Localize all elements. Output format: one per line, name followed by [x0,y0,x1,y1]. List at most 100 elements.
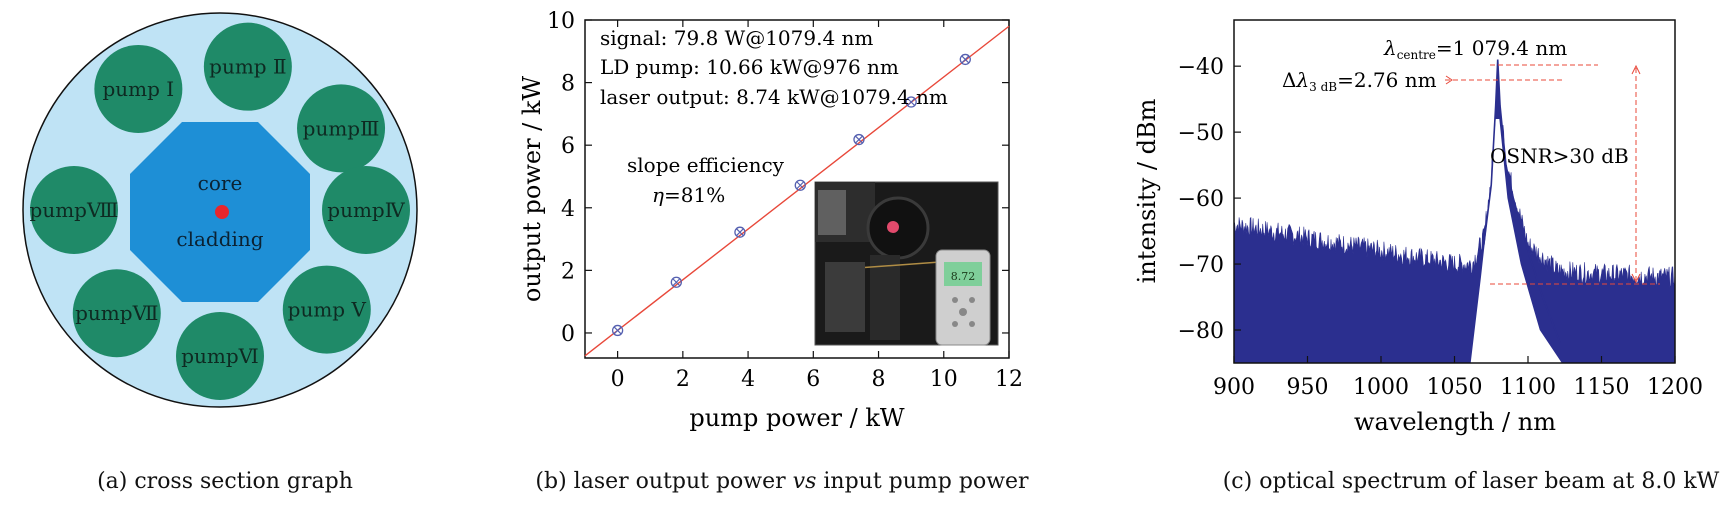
axis-ticks-b: 0 2 4 6 8 10 12 0 2 4 6 8 10 [547,9,1023,392]
x-tick-label: 12 [995,367,1023,392]
osnr-annotation: OSNR>30 dB [1490,144,1629,168]
fit-line [584,25,1010,357]
x-tick-label: 6 [806,367,820,392]
x-tick-label: 1150 [1574,375,1630,400]
spectrum-trace [1234,62,1675,363]
data-point [611,324,624,337]
pump-circle [297,84,386,173]
pump-circle [322,166,410,254]
caption-c: (c) optical spectrum of laser beam at 8.… [1223,469,1720,494]
x-tick-label: 900 [1213,375,1255,400]
pump-vi: pumpⅥ [176,312,264,400]
x-tick-label: 1000 [1353,375,1409,400]
spectrum-notch [1470,118,1562,363]
xlabel-c: wavelength / nm [1354,408,1556,436]
laser-output-annotation: laser output: 8.74 kW@1079.4 nm [600,85,948,109]
pump-label: pump Ⅴ [288,298,367,322]
delta-lambda-symbol: λ [1295,68,1309,92]
signal-annotation: signal: 79.8 W@1079.4 nm [600,26,873,50]
pump-label: pumpⅦ [75,301,158,325]
fit-line-group [584,25,1010,357]
pump-label: pumpⅥ [181,344,259,368]
power-chart-panel: 0 2 4 6 8 10 12 0 2 4 6 8 10 8.72 signal: 79.8 W@107… [518,9,1029,494]
pump-iii: pumpⅢ [297,84,386,173]
pump-vii: pumpⅦ [72,269,161,358]
x-tick-label: 0 [611,367,625,392]
x-tick-label: 950 [1287,375,1329,400]
x-tick-label: 1200 [1647,375,1703,400]
data-point [905,96,917,108]
pump-circle [203,22,292,111]
xlabel-b: pump power / kW [689,404,904,432]
x-tick-label: 4 [741,367,755,392]
pump-label: pump Ⅱ [209,55,286,79]
pump-viii: pumpⅧ [30,166,119,254]
plot-frame-b [584,19,1010,359]
cladding-label: cladding [176,227,263,251]
pump-circle [176,312,264,400]
y-tick-label: 10 [547,9,575,34]
x-tick-label: 1100 [1500,375,1556,400]
slope-efficiency-label: slope efficiency [627,153,785,177]
pump-circle [94,44,183,133]
y-tick-label: −70 [1178,253,1224,278]
spectrum-fill [1234,59,1675,363]
delta-lambda-annotation: Δλ3 dB=2.76 nm [1282,68,1437,94]
spectrum-chart-panel: 900 950 1000 1050 1100 1150 1200 −80 −70 −60 −50 −4… [1133,19,1720,494]
pump-circle [72,269,161,358]
pump-circle [282,265,371,354]
data-point [670,276,682,288]
caption-b-suffix: input pump power [816,469,1029,494]
y-tick-label: −40 [1178,55,1224,80]
pump-i: pump Ⅰ [94,44,183,133]
y-tick-label: 4 [561,197,575,222]
data-point [794,179,806,191]
x-tick-label: 2 [676,367,690,392]
svg-text:8.72: 8.72 [951,270,976,283]
data-point [734,226,746,238]
eta-number: =81% [664,183,725,207]
y-tick-label: 2 [561,259,575,284]
data-point [959,53,971,66]
pump-circle [30,166,118,254]
x-tick-label: 10 [930,367,958,392]
y-tick-label: −60 [1178,187,1224,212]
caption-b-prefix: (b) laser output power [535,469,792,494]
data-markers-b [611,53,971,337]
spectrum-peak-line [1471,59,1562,344]
ylabel-b: output power / kW [518,76,546,303]
caption-b: (b) laser output power vs input pump pow… [535,469,1029,494]
annotation-guides [1445,64,1660,285]
lambda-centre-annotation: λcentre=1 079.4 nm [1383,36,1567,62]
x-tick-label: 8 [872,367,886,392]
cross-section-panel: pump Ⅰ pump Ⅱ pumpⅢ pumpⅣ pump Ⅴ pumpⅥ pumpⅦ pu… [22,12,418,494]
caption-b-vs: vs [793,469,817,494]
pump-circles: pump Ⅰ pump Ⅱ pumpⅢ pumpⅣ pump Ⅴ pumpⅥ pumpⅦ pu… [30,22,410,400]
y-tick-label: 8 [561,72,575,97]
pump-ii: pump Ⅱ [203,22,292,111]
axis-ticks-c: 900 950 1000 1050 1100 1150 1200 −80 −70 −60 −50 −4… [1178,55,1703,400]
y-tick-label: 6 [561,134,575,159]
pump-label: pumpⅢ [303,116,380,140]
lambda-centre-symbol: λ [1383,36,1397,60]
y-tick-label: −50 [1178,121,1224,146]
delta-sub: 3 dB [1309,80,1337,94]
pump-iv: pumpⅣ [322,166,410,254]
pump-label: pump Ⅰ [102,77,174,101]
ylabel-c: intensity / dBm [1133,98,1161,283]
delta-value: =2.76 nm [1337,68,1437,92]
y-tick-label: 0 [561,322,575,347]
pump-v: pump Ⅴ [282,265,371,354]
pump-label: pumpⅣ [327,198,405,222]
core-label: core [198,171,243,195]
pump-label: pumpⅧ [30,198,119,222]
y-tick-label: −80 [1178,319,1224,344]
delta-symbol: Δ [1282,68,1296,92]
lambda-centre-sub: centre [1397,48,1436,62]
core-dot [215,205,229,219]
inset-photo: 8.72 [814,181,999,346]
eta-value: η=81% [652,183,725,207]
data-point [853,133,865,146]
eta-symbol: η [652,183,664,207]
